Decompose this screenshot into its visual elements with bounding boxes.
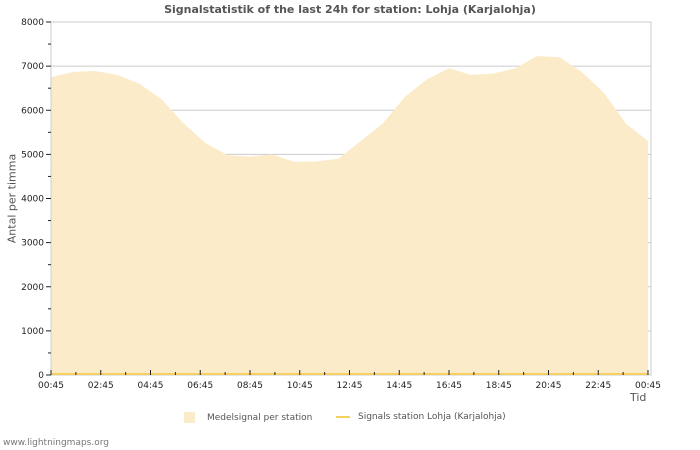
chart-title: Signalstatistik of the last 24h for stat… <box>164 3 536 16</box>
svg-text:5000: 5000 <box>21 150 44 160</box>
svg-text:3000: 3000 <box>21 239 44 249</box>
svg-text:22:45: 22:45 <box>585 381 611 391</box>
area-swatch-icon <box>184 412 195 423</box>
footer-credit: www.lightningmaps.org <box>3 438 109 448</box>
line-swatch-icon <box>336 416 350 418</box>
svg-text:18:45: 18:45 <box>486 381 512 391</box>
svg-text:16:45: 16:45 <box>436 381 462 391</box>
svg-text:10:45: 10:45 <box>287 381 313 391</box>
svg-text:2000: 2000 <box>21 283 44 293</box>
svg-text:4000: 4000 <box>21 195 44 205</box>
svg-text:00:45: 00:45 <box>635 381 661 391</box>
svg-text:8000: 8000 <box>21 18 44 28</box>
svg-text:06:45: 06:45 <box>187 381 213 391</box>
svg-text:14:45: 14:45 <box>386 381 412 391</box>
legend-item-average: Medelsignal per station <box>184 412 312 423</box>
x-axis-title: Tid <box>630 391 647 404</box>
legend-item-station: Signals station Lohja (Karjalohja) <box>336 412 506 422</box>
svg-text:02:45: 02:45 <box>88 381 114 391</box>
y-axis-ticks: 0 1000 2000 3000 4000 5000 6000 7000 8000 <box>21 18 51 381</box>
svg-text:04:45: 04:45 <box>138 381 164 391</box>
legend-label-station: Signals station Lohja (Karjalohja) <box>358 412 506 422</box>
svg-text:00:45: 00:45 <box>38 381 64 391</box>
svg-text:7000: 7000 <box>21 62 44 72</box>
x-axis-ticks: 00:45 02:45 04:45 06:45 08:45 10:45 12:45 14:45… <box>38 370 661 391</box>
svg-text:0: 0 <box>38 371 44 381</box>
average-signal-area <box>51 56 648 375</box>
svg-text:08:45: 08:45 <box>237 381 263 391</box>
svg-text:20:45: 20:45 <box>536 381 562 391</box>
svg-text:6000: 6000 <box>21 106 44 116</box>
legend-label-average: Medelsignal per station <box>207 412 313 423</box>
svg-text:1000: 1000 <box>21 327 44 337</box>
svg-text:12:45: 12:45 <box>337 381 363 391</box>
